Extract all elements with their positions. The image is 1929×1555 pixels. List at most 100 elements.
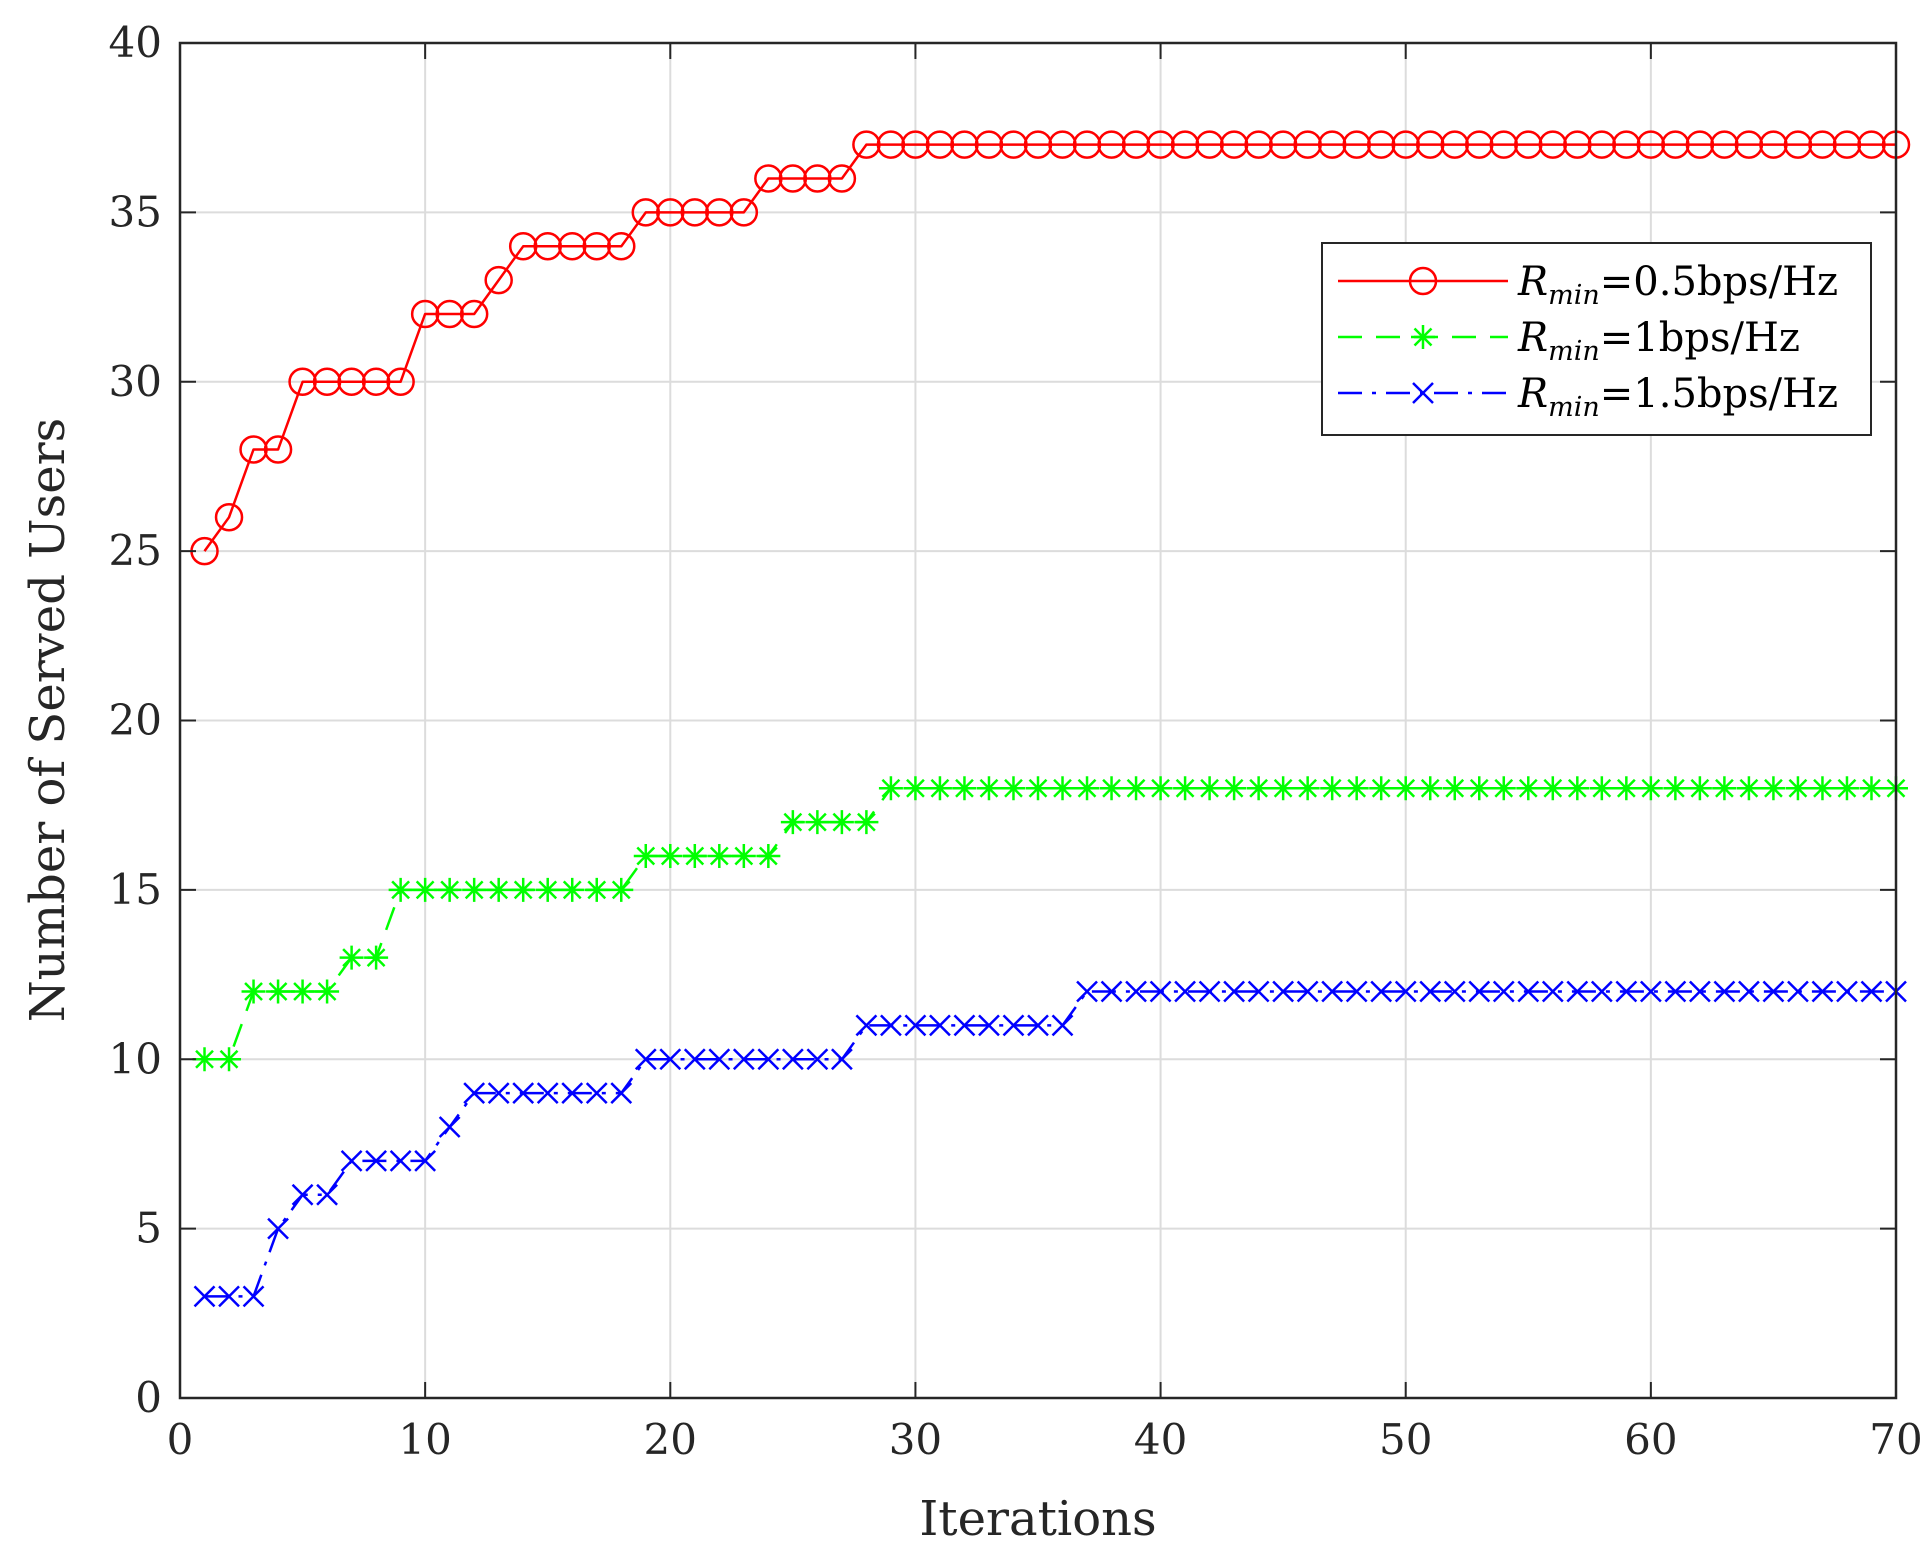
data-point xyxy=(1174,980,1196,1003)
data-point xyxy=(1736,776,1761,801)
data-point xyxy=(1197,776,1222,801)
data-point xyxy=(952,776,977,801)
marker-stroke xyxy=(808,812,827,832)
marker-stroke xyxy=(1494,778,1514,798)
data-point xyxy=(218,1285,240,1308)
data-point xyxy=(435,299,464,329)
data-point xyxy=(192,1047,217,1072)
data-point xyxy=(1491,776,1516,801)
data-point xyxy=(1097,130,1126,159)
y-tick-label: 40 xyxy=(109,18,162,67)
marker-stroke xyxy=(219,1049,239,1069)
data-point xyxy=(1859,776,1884,801)
data-point xyxy=(1832,130,1862,159)
data-point xyxy=(1465,130,1494,159)
marker-stroke xyxy=(1666,778,1685,798)
marker-stroke xyxy=(1004,778,1023,798)
data-point xyxy=(1345,980,1368,1003)
data-point xyxy=(459,299,489,329)
data-point xyxy=(1836,980,1858,1003)
marker-stroke xyxy=(1420,778,1440,798)
data-point xyxy=(901,130,930,159)
data-point xyxy=(1048,130,1077,159)
data-point xyxy=(1661,130,1690,159)
data-point xyxy=(1244,130,1273,159)
marker-stroke xyxy=(881,778,901,798)
marker-stroke xyxy=(955,778,974,798)
x-tick-label: 30 xyxy=(889,1415,942,1464)
data-point xyxy=(1295,776,1320,801)
data-point xyxy=(193,1285,216,1308)
data-point xyxy=(1860,980,1883,1003)
marker-stroke xyxy=(1077,778,1097,798)
data-point xyxy=(1100,980,1123,1003)
marker-stroke xyxy=(610,1082,633,1105)
marker-stroke xyxy=(880,1014,902,1037)
data-point xyxy=(1443,980,1466,1003)
marker-stroke xyxy=(268,982,288,1001)
marker-stroke xyxy=(659,1048,682,1071)
marker-stroke xyxy=(611,880,631,900)
marker-stroke xyxy=(1249,778,1268,798)
marker-stroke xyxy=(904,1014,927,1037)
marker-stroke xyxy=(930,778,950,798)
marker-stroke xyxy=(757,1048,780,1071)
data-point xyxy=(631,198,661,227)
data-point xyxy=(560,877,585,902)
marker-stroke xyxy=(218,1285,240,1308)
marker-stroke xyxy=(244,982,263,1001)
data-point xyxy=(1370,980,1393,1003)
legend-marker xyxy=(1408,266,1438,296)
marker-stroke xyxy=(1076,980,1098,1003)
marker-stroke xyxy=(1713,980,1736,1003)
marker-stroke xyxy=(1592,778,1612,798)
data-point xyxy=(609,877,634,902)
series-1 xyxy=(190,130,1911,566)
series-line xyxy=(204,787,1896,1061)
marker-stroke xyxy=(1396,778,1416,798)
marker-stroke xyxy=(1198,980,1221,1003)
data-point xyxy=(705,198,734,227)
data-point xyxy=(1565,776,1590,801)
data-point xyxy=(1517,980,1540,1003)
data-point xyxy=(682,844,707,868)
data-point xyxy=(999,130,1028,159)
data-point xyxy=(1710,130,1739,159)
marker-stroke xyxy=(1715,778,1734,798)
x-tick-label: 10 xyxy=(398,1415,451,1464)
marker-stroke xyxy=(538,880,558,900)
data-point xyxy=(729,198,759,227)
data-point xyxy=(927,776,952,801)
data-point xyxy=(876,130,906,159)
marker-stroke xyxy=(342,948,361,967)
marker-stroke xyxy=(487,1082,510,1105)
legend-symbol: R xyxy=(1517,371,1548,417)
marker-stroke xyxy=(1469,778,1489,798)
data-point xyxy=(978,1014,1000,1037)
data-point xyxy=(1614,776,1639,801)
marker-stroke xyxy=(685,846,705,866)
marker-stroke xyxy=(978,1014,1000,1037)
marker-stroke xyxy=(389,1149,412,1172)
x-axis-label: Iterations xyxy=(919,1491,1156,1547)
data-point xyxy=(410,299,440,329)
data-point xyxy=(438,1116,461,1138)
marker-stroke xyxy=(1443,980,1466,1003)
data-point xyxy=(732,1048,755,1071)
marker-stroke xyxy=(1762,980,1785,1003)
marker-stroke xyxy=(1517,980,1540,1003)
marker-stroke xyxy=(1813,778,1832,798)
data-point xyxy=(585,1082,608,1105)
marker-stroke xyxy=(806,1048,829,1071)
data-point xyxy=(339,945,364,970)
marker-stroke xyxy=(1322,778,1342,798)
data-point xyxy=(1566,980,1589,1003)
data-point xyxy=(214,503,244,532)
data-point xyxy=(878,776,903,801)
legend-entry-2: Rmin=1bps/Hz xyxy=(1338,315,1800,367)
data-point xyxy=(1639,980,1662,1003)
data-point xyxy=(315,979,340,1004)
data-point xyxy=(1664,980,1687,1003)
marker-stroke xyxy=(1445,778,1465,798)
data-point xyxy=(680,198,710,227)
